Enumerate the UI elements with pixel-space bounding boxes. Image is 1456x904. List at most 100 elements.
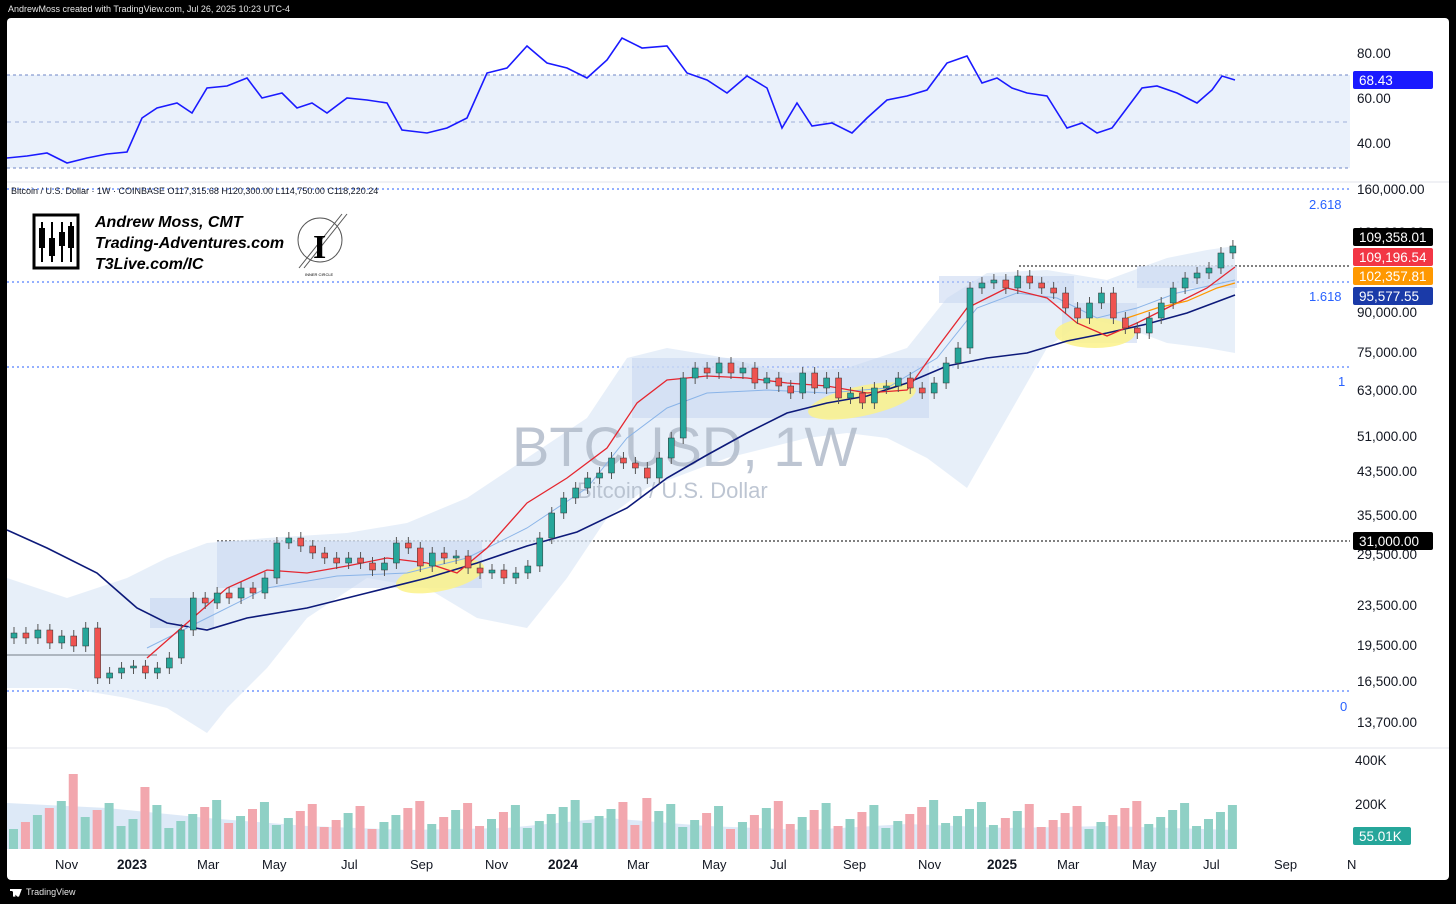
fib-labels: 2.618 1.618 1 0 (1309, 197, 1347, 714)
tradingview-logo-icon (10, 888, 22, 897)
volume-bar (534, 821, 544, 849)
candle (715, 357, 723, 379)
volume-bar (415, 801, 425, 849)
time-axis-label: Mar (197, 857, 220, 872)
price-badge: 102,357.81 (1353, 267, 1433, 285)
candle (213, 587, 221, 609)
candle (429, 547, 436, 572)
volume-bar (307, 804, 317, 849)
candle (883, 380, 890, 394)
candle (1014, 270, 1022, 294)
candle (225, 587, 233, 604)
candle (775, 372, 783, 392)
volume-bar (271, 825, 281, 849)
candle (94, 622, 101, 684)
candle (130, 660, 137, 674)
svg-text:55.01K: 55.01K (1359, 829, 1402, 844)
volume-bar (32, 815, 42, 849)
volume-bar (833, 826, 843, 849)
volume-bar (642, 798, 652, 849)
volume-bar (140, 787, 150, 849)
candle (1181, 272, 1189, 294)
candle (727, 357, 735, 379)
volume-bar (869, 805, 879, 849)
candle (417, 542, 424, 572)
candle (357, 552, 364, 569)
candle (1205, 262, 1213, 279)
volume-bar (1072, 806, 1082, 849)
price-axis-label: 160,000.00 (1357, 182, 1425, 197)
volume-bar (1168, 810, 1178, 849)
volume-bar (666, 804, 676, 849)
volume-bar (941, 823, 951, 849)
price-axis-label: 19,500.00 (1357, 638, 1417, 653)
volume-bar (451, 810, 461, 849)
candle (393, 537, 400, 569)
volume-bar (857, 812, 867, 849)
volume-bar (80, 817, 90, 849)
candle (488, 564, 496, 579)
candle (918, 382, 926, 399)
volume-bar (881, 828, 891, 849)
brand-logo: Andrew Moss, CMT Trading-Adventures.com … (32, 213, 348, 277)
volume-bar (355, 806, 365, 849)
svg-text:102,357.81: 102,357.81 (1359, 269, 1427, 284)
time-axis-label: May (262, 857, 287, 872)
candle (333, 552, 340, 569)
volume-bar (654, 811, 664, 849)
volume-bar (809, 810, 819, 849)
candle (309, 540, 316, 559)
candle (369, 557, 376, 576)
volume-bar (797, 817, 807, 849)
candle (632, 457, 639, 474)
volume-axis-label: 400K (1355, 753, 1387, 768)
volume-bar (821, 803, 831, 849)
volume-bar (917, 807, 927, 849)
candle (847, 387, 854, 404)
brand-name: Andrew Moss, CMT (94, 214, 244, 231)
candle (1169, 282, 1177, 309)
rsi-line (7, 36, 1236, 164)
candle (572, 482, 579, 504)
candle (1110, 287, 1117, 324)
candle (500, 564, 508, 584)
volume-bar (44, 808, 54, 849)
candle (34, 624, 42, 644)
candle (990, 274, 998, 289)
candle (405, 537, 412, 554)
symbol-legend: Bitcoin / U.S. Dollar · 1W · COINBASE O1… (11, 186, 378, 196)
candle (656, 452, 663, 484)
candle (763, 372, 771, 389)
candle (895, 372, 902, 392)
candle (201, 592, 209, 609)
time-axis-label: Jul (1203, 857, 1220, 872)
candle (1086, 297, 1093, 324)
volume-bar (68, 774, 78, 849)
volume-bar (1084, 829, 1094, 849)
volume-bar (582, 823, 592, 849)
volume-bar (116, 826, 126, 849)
volume-bar (1048, 820, 1058, 849)
candle (859, 387, 866, 409)
volume-bar (283, 818, 293, 849)
candle (548, 507, 555, 544)
candle (703, 362, 711, 379)
price-axis-label: 75,000.00 (1357, 345, 1417, 360)
price-axis-label: 51,000.00 (1357, 429, 1417, 444)
price-axis-label: 29,500.00 (1357, 547, 1417, 562)
candle (1134, 322, 1141, 339)
time-axis-label: Jul (770, 857, 787, 872)
rsi-axis-label: 80.00 (1357, 46, 1391, 61)
time-axis-label: Mar (627, 857, 650, 872)
volume-bar (1180, 803, 1190, 849)
volume-bar (510, 805, 520, 849)
candle (22, 627, 30, 644)
candle (1157, 297, 1165, 324)
candle (1098, 287, 1105, 309)
candle (608, 452, 615, 479)
svg-text:68.43: 68.43 (1359, 73, 1393, 88)
candle (584, 472, 591, 494)
candle (1193, 267, 1201, 284)
